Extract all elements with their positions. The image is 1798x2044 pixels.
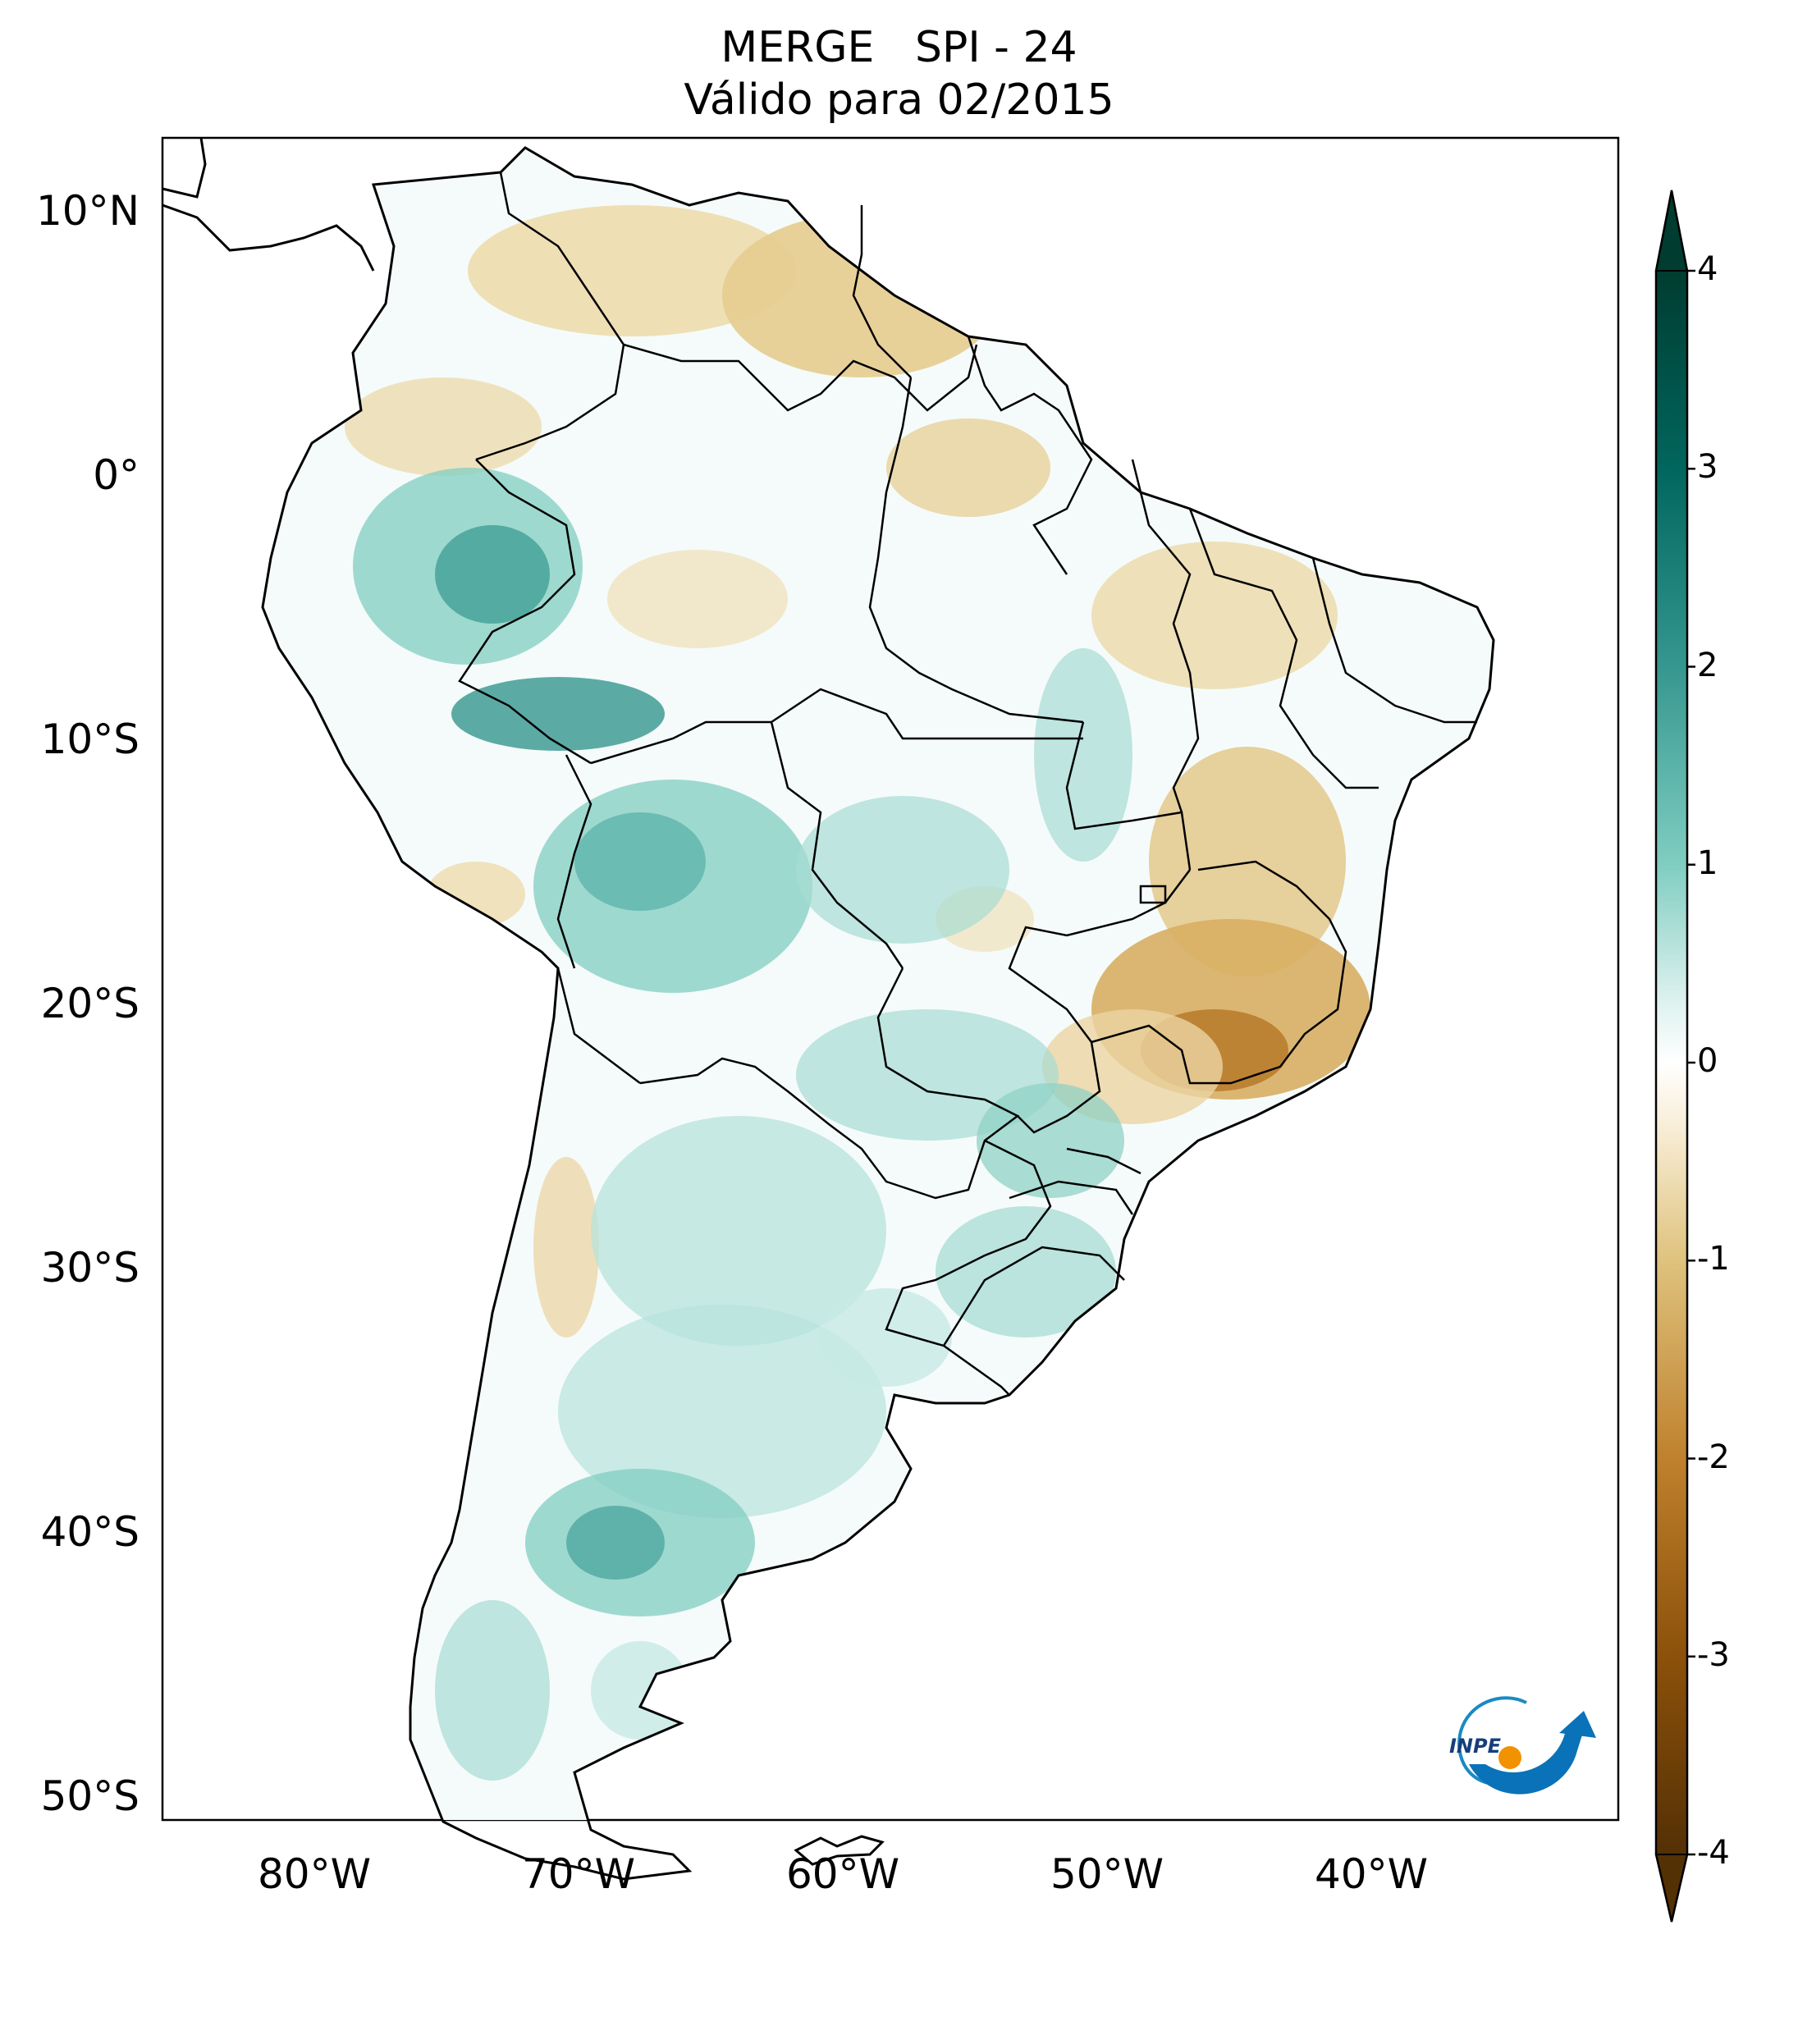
colorbar-max-arrow <box>1654 190 1689 272</box>
lat-tick-label: 0° <box>93 451 140 499</box>
map-title: MERGE SPI - 24 <box>721 23 1077 72</box>
lon-tick-label: 80°W <box>257 1850 372 1898</box>
colorbar-tick-label: 1 <box>1697 844 1718 882</box>
colorbar-tick-label: -1 <box>1697 1240 1730 1278</box>
lon-tick-label: 60°W <box>785 1850 900 1898</box>
colorbar-tick-label: 4 <box>1697 250 1718 288</box>
colorbar-tick-label: 2 <box>1697 646 1718 684</box>
lat-tick-label: 30°S <box>40 1244 140 1292</box>
colorbar-tick-label: -4 <box>1697 1834 1730 1872</box>
falkland-islands <box>794 1835 885 1866</box>
inpe-logo: INPE <box>1449 1696 1596 1795</box>
colorbar-min-arrow <box>1654 1854 1689 1923</box>
lat-tick-label: 10°S <box>40 716 140 763</box>
lon-tick-label: 70°W <box>521 1850 636 1898</box>
colorbar-tick-label: -3 <box>1697 1635 1730 1674</box>
lat-tick-label: 10°N <box>35 187 140 235</box>
colorbar-tick-label: 0 <box>1697 1042 1718 1080</box>
central-america-coast <box>162 203 375 272</box>
borders <box>458 171 1477 1396</box>
coastline <box>261 146 1495 1881</box>
inpe-logo-text: INPE <box>1449 1735 1502 1758</box>
lat-tick-label: 40°S <box>40 1508 140 1556</box>
map-subtitle: Válido para 02/2015 <box>684 75 1114 125</box>
lon-tick-label: 40°W <box>1314 1850 1429 1898</box>
lat-tick-label: 20°S <box>40 980 140 1027</box>
lon-tick-label: 50°W <box>1050 1850 1164 1898</box>
central-america-border <box>162 137 207 199</box>
colorbar-tick-label: 3 <box>1697 448 1718 487</box>
colorbar-tick-label: -2 <box>1697 1438 1730 1476</box>
colorbar-gradient <box>1656 271 1687 1854</box>
lat-tick-label: 50°S <box>40 1772 140 1820</box>
colorbar <box>1654 190 1695 1923</box>
